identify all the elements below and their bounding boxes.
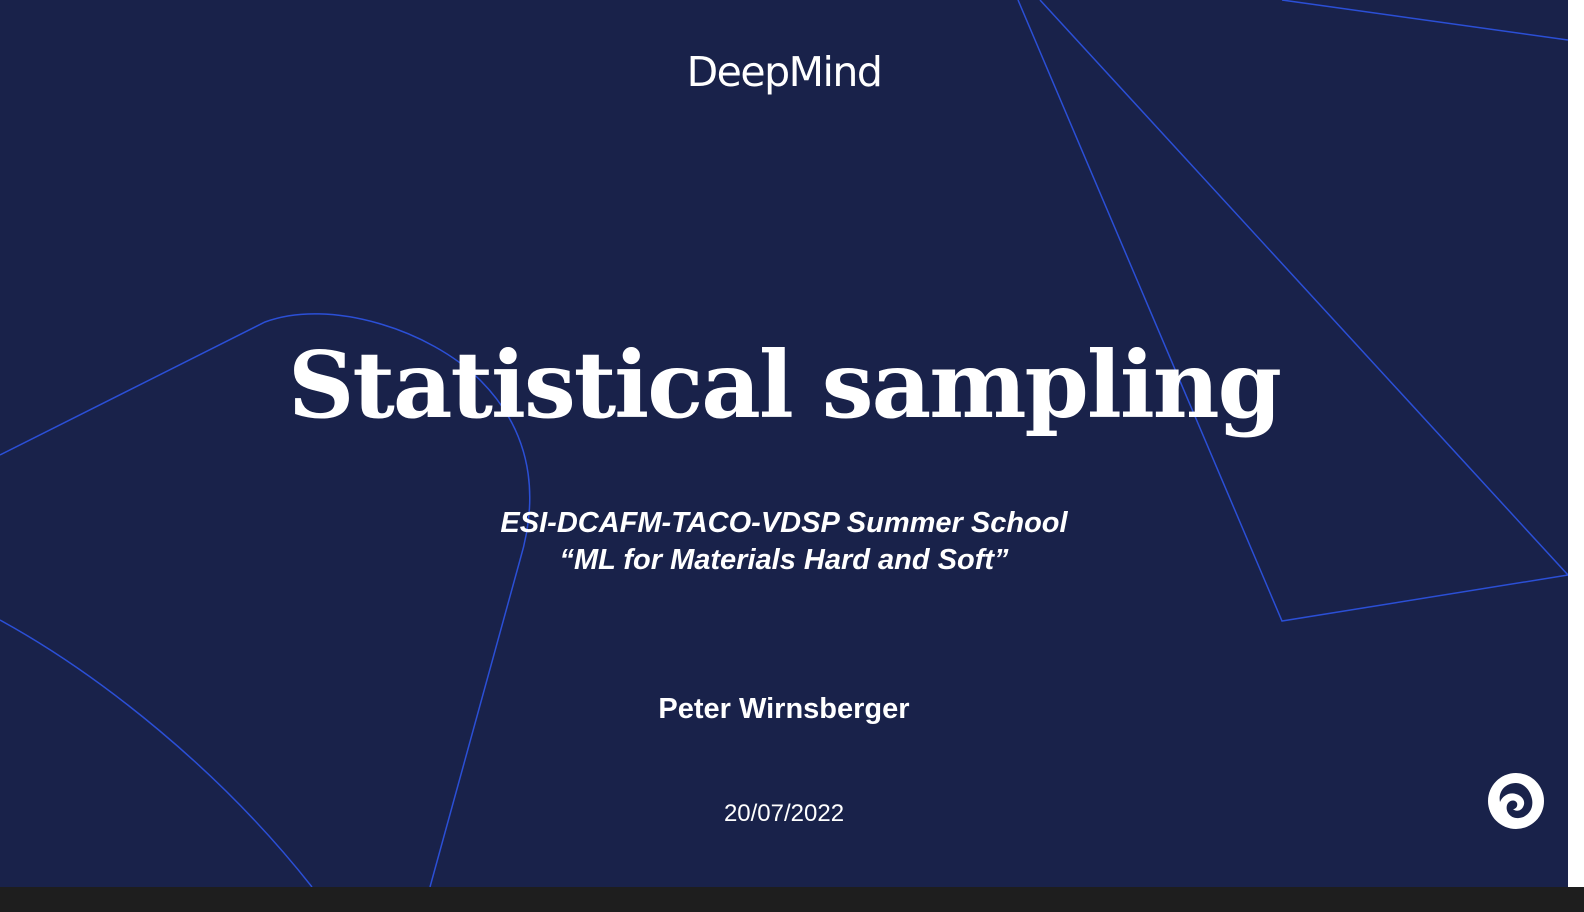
window-edge: [1568, 0, 1584, 887]
deepmind-logo-icon: [1488, 773, 1544, 829]
decor-line-top-right: [1281, 0, 1568, 41]
presentation-date: 20/07/2022: [723, 800, 845, 827]
bottom-bar: [0, 887, 1584, 912]
decorative-lines: [0, 0, 1568, 887]
decor-curve-bottom: [0, 619, 313, 887]
decor-curve-left: [0, 313, 531, 887]
slide-subtitle: ESI-DCAFM-TACO-VDSP Summer School “ML fo…: [0, 505, 1568, 579]
author-name: Peter Wirnsberger: [658, 693, 910, 725]
deepmind-wordmark: DeepMind: [686, 48, 883, 96]
presentation-slide: DeepMind Statistical sampling ESI-DCAFM-…: [0, 0, 1568, 887]
slide-title: Statistical sampling: [287, 331, 1282, 439]
decor-triangle-right: [1017, 0, 1568, 622]
subtitle-line-1: ESI-DCAFM-TACO-VDSP Summer School: [500, 507, 1068, 539]
subtitle-line-2: “ML for Materials Hard and Soft”: [559, 544, 1009, 576]
